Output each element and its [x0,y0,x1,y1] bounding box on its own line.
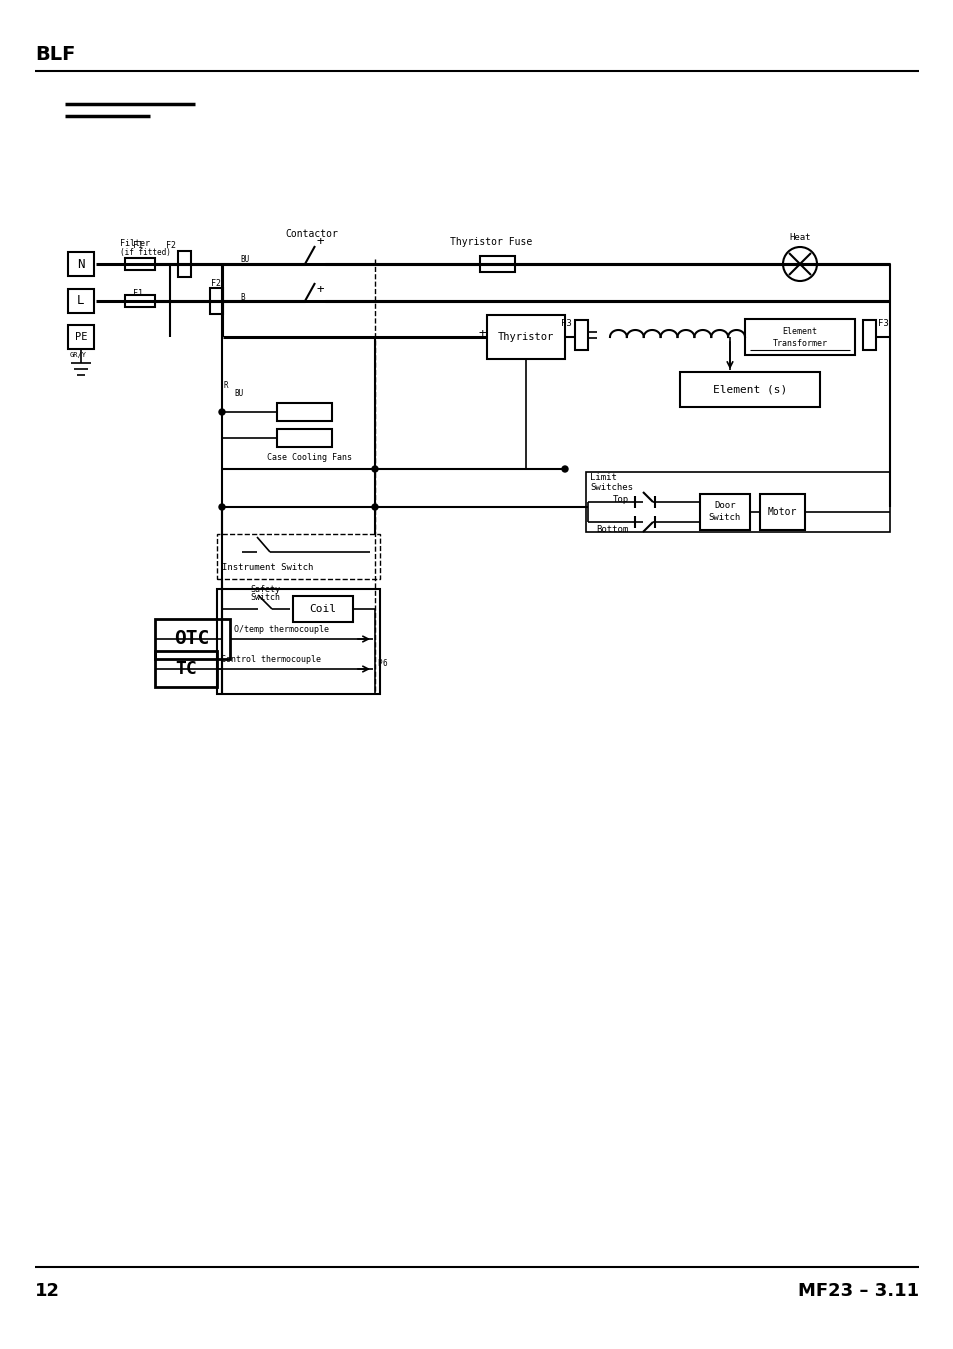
Bar [68,252,94,277]
Bar [575,320,587,349]
Bar [276,429,332,447]
Text: (if fitted): (if fitted) [120,248,171,258]
Text: F3: F3 [560,318,571,328]
Text: +: + [478,328,486,340]
Bar [862,320,875,349]
Text: Transformer: Transformer [772,339,826,348]
Bar [125,295,154,308]
Text: Bottom: Bottom [596,525,628,533]
Circle shape [372,465,377,472]
Text: B: B [240,293,244,301]
Text: N: N [77,258,85,271]
Text: Heat: Heat [788,232,810,241]
Bar [700,494,749,530]
Text: Limit: Limit [589,472,617,482]
Text: Case Cooling Fans: Case Cooling Fans [267,452,352,461]
Bar [68,289,94,313]
Text: GR/Y: GR/Y [70,352,87,357]
Text: +: + [315,282,323,295]
Text: Thyristor: Thyristor [497,332,554,343]
Text: BLF: BLF [35,45,75,63]
Text: Element: Element [781,326,817,336]
Bar [216,590,379,693]
Text: Control thermocouple: Control thermocouple [221,654,320,664]
Text: Door: Door [714,500,735,510]
Text: Filter: Filter [120,240,150,248]
Text: O/temp thermocouple: O/temp thermocouple [233,625,329,634]
Bar [293,596,353,622]
Text: Thyristor Fuse: Thyristor Fuse [450,237,532,247]
Bar [585,472,889,532]
Text: Switch: Switch [250,594,280,603]
Text: +: + [315,236,323,248]
Bar [479,256,515,272]
Text: Switch: Switch [708,514,740,522]
Text: F2: F2 [166,241,175,251]
Bar [154,619,230,660]
Bar [486,316,564,359]
Circle shape [372,505,377,510]
Text: Motor: Motor [766,507,796,517]
Text: BU: BU [233,389,243,398]
Bar [744,318,854,355]
Text: 6: 6 [382,660,387,669]
Bar [125,258,154,270]
Bar [216,534,379,579]
Text: L: L [77,294,85,308]
Text: R: R [224,380,229,390]
Text: Switches: Switches [589,483,633,491]
Text: MF23 – 3.11: MF23 – 3.11 [797,1282,918,1300]
Text: OTC: OTC [174,630,210,649]
Text: Coil: Coil [309,604,336,614]
Bar [679,372,820,407]
Text: Instrument Switch: Instrument Switch [222,563,313,572]
Text: F1: F1 [132,289,143,298]
Bar [68,325,94,349]
Bar [210,287,223,314]
Bar [276,403,332,421]
Bar [760,494,804,530]
Text: P: P [376,660,381,669]
Text: F1: F1 [132,241,143,251]
Circle shape [561,465,567,472]
Circle shape [219,409,225,415]
Text: F3: F3 [877,318,888,328]
Text: Contactor: Contactor [285,229,337,239]
Text: Top: Top [613,495,628,503]
Text: BU: BU [240,255,249,264]
Text: 12: 12 [35,1282,60,1300]
Text: Safety: Safety [250,584,280,594]
Bar [178,251,191,277]
Circle shape [219,505,225,510]
Text: Element (s): Element (s) [712,384,786,395]
Text: TC: TC [175,660,196,679]
Text: F2: F2 [211,278,221,287]
Text: PE: PE [74,332,87,343]
Bar [154,652,216,687]
